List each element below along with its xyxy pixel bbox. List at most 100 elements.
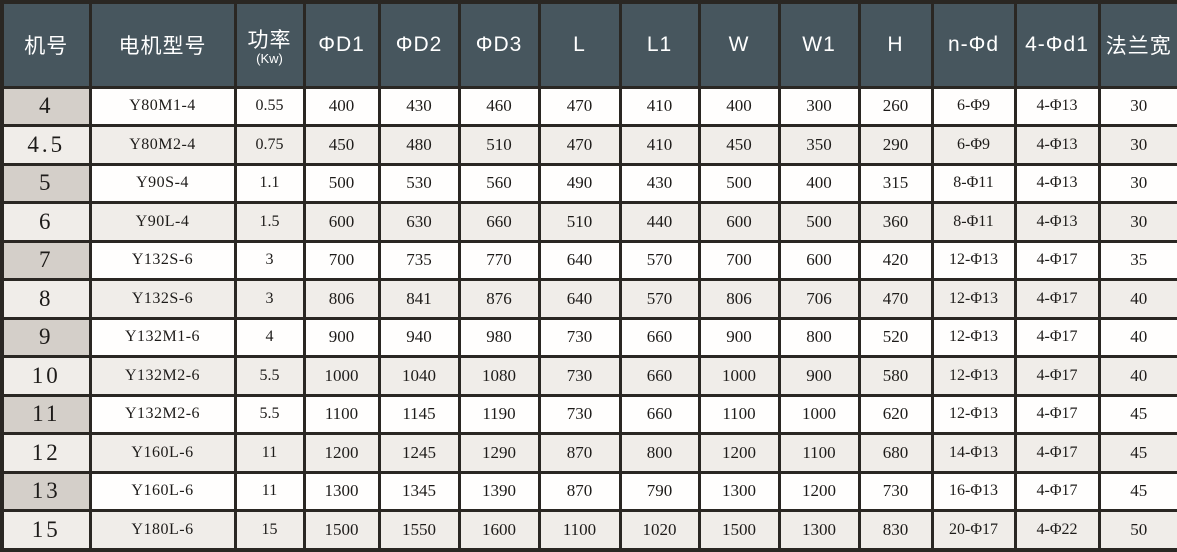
cell-motor-model: Y160L-6 [88, 432, 237, 474]
cell-phi-d3: 660 [457, 201, 541, 243]
cell-l1: 410 [618, 85, 701, 127]
header-row: 机号 电机型号 功率 (Kw) ΦD1 ΦD2 ΦD3 L L1 W W1 H … [0, 0, 1177, 89]
cell-machine-no: 12 [0, 432, 92, 474]
cell-n-phi-d: 12-Φ13 [930, 278, 1017, 320]
col-header-power-unit: (Kw) [256, 50, 283, 66]
cell-l1: 410 [618, 124, 701, 166]
cell-phi-d3: 1390 [457, 470, 541, 513]
table-row: 13 Y160L-6 11 1300 1345 1390 870 790 1300 120… [0, 470, 1177, 513]
cell-power: 0.75 [233, 124, 306, 166]
cell-n-phi-d: 8-Φ11 [930, 162, 1017, 205]
cell-w1: 300 [777, 85, 861, 127]
cell-w1: 500 [777, 201, 861, 243]
cell-h: 680 [857, 432, 934, 474]
cell-w: 500 [697, 162, 781, 205]
cell-w1: 1100 [777, 432, 861, 474]
cell-phi-d1: 900 [302, 316, 381, 359]
cell-flange-width: 30 [1097, 85, 1177, 127]
cell-phi-d3: 1190 [457, 393, 541, 436]
cell-4-phi-d1: 4-Φ13 [1013, 162, 1101, 205]
cell-phi-d2: 1345 [377, 470, 461, 513]
cell-l1: 430 [618, 162, 701, 205]
cell-machine-no: 10 [0, 355, 92, 397]
cell-l: 510 [537, 201, 622, 243]
cell-l1: 660 [618, 355, 701, 397]
cell-phi-d3: 460 [457, 85, 541, 127]
cell-h: 260 [857, 85, 934, 127]
col-header-motor-model: 电机型号 [88, 0, 237, 89]
cell-power: 1.5 [233, 201, 306, 243]
cell-phi-d2: 630 [377, 201, 461, 243]
cell-machine-no: 5 [0, 162, 92, 205]
cell-l1: 660 [618, 316, 701, 359]
cell-phi-d1: 500 [302, 162, 381, 205]
table-row: 6 Y90L-4 1.5 600 630 660 510 440 600 500 360 8… [0, 201, 1177, 243]
col-header-flange-width: 法兰宽 [1097, 0, 1177, 89]
cell-4-phi-d1: 4-Φ13 [1013, 201, 1101, 243]
table-row: 12 Y160L-6 11 1200 1245 1290 870 800 1200 110… [0, 432, 1177, 474]
col-header-4-phi-d1: 4-Φd1 [1013, 0, 1101, 89]
cell-motor-model: Y180L-6 [88, 509, 237, 552]
col-header-machine-no: 机号 [0, 0, 92, 89]
cell-h: 580 [857, 355, 934, 397]
cell-motor-model: Y132S-6 [88, 278, 237, 320]
cell-phi-d1: 1300 [302, 470, 381, 513]
cell-power: 0.55 [233, 85, 306, 127]
cell-w1: 350 [777, 124, 861, 166]
col-header-l: L [537, 0, 622, 89]
cell-power: 11 [233, 432, 306, 474]
table-row: 4 Y80M1-4 0.55 400 430 460 470 410 400 300 26… [0, 85, 1177, 127]
cell-h: 420 [857, 239, 934, 282]
col-header-w1: W1 [777, 0, 861, 89]
cell-w: 806 [697, 278, 781, 320]
cell-phi-d2: 1550 [377, 509, 461, 552]
col-header-phi-d3: ΦD3 [457, 0, 541, 89]
cell-w: 1300 [697, 470, 781, 513]
cell-w1: 800 [777, 316, 861, 359]
table-row: 11 Y132M2-6 5.5 1100 1145 1190 730 660 1100 1… [0, 393, 1177, 436]
cell-phi-d2: 530 [377, 162, 461, 205]
cell-power: 1.1 [233, 162, 306, 205]
cell-flange-width: 40 [1097, 278, 1177, 320]
cell-flange-width: 40 [1097, 316, 1177, 359]
cell-phi-d2: 1040 [377, 355, 461, 397]
cell-l: 730 [537, 316, 622, 359]
cell-w: 1200 [697, 432, 781, 474]
col-header-h: H [857, 0, 934, 89]
table-row: 4.5 Y80M2-4 0.75 450 480 510 470 410 450 350 … [0, 124, 1177, 166]
cell-motor-model: Y90L-4 [88, 201, 237, 243]
cell-phi-d2: 841 [377, 278, 461, 320]
cell-machine-no: 8 [0, 278, 92, 320]
cell-w: 400 [697, 85, 781, 127]
cell-w: 1100 [697, 393, 781, 436]
cell-machine-no: 6 [0, 201, 92, 243]
cell-w: 700 [697, 239, 781, 282]
cell-h: 290 [857, 124, 934, 166]
table-row: 9 Y132M1-6 4 900 940 980 730 660 900 800 520 1… [0, 316, 1177, 359]
cell-l: 640 [537, 278, 622, 320]
cell-flange-width: 40 [1097, 355, 1177, 397]
cell-phi-d2: 1145 [377, 393, 461, 436]
cell-l: 870 [537, 470, 622, 513]
cell-n-phi-d: 8-Φ11 [930, 201, 1017, 243]
col-header-l1: L1 [618, 0, 701, 89]
cell-4-phi-d1: 4-Φ17 [1013, 355, 1101, 397]
cell-l: 470 [537, 85, 622, 127]
cell-power: 11 [233, 470, 306, 513]
cell-motor-model: Y132M2-6 [88, 355, 237, 397]
table-row: 8 Y132S-6 3 806 841 876 640 570 806 706 470 12… [0, 278, 1177, 320]
cell-n-phi-d: 20-Φ17 [930, 509, 1017, 552]
cell-n-phi-d: 12-Φ13 [930, 393, 1017, 436]
cell-machine-no: 13 [0, 470, 92, 513]
cell-n-phi-d: 16-Φ13 [930, 470, 1017, 513]
cell-power: 15 [233, 509, 306, 552]
cell-machine-no: 4.5 [0, 124, 92, 166]
cell-l1: 440 [618, 201, 701, 243]
cell-phi-d1: 1100 [302, 393, 381, 436]
cell-motor-model: Y160L-6 [88, 470, 237, 513]
cell-phi-d3: 510 [457, 124, 541, 166]
cell-phi-d2: 430 [377, 85, 461, 127]
cell-motor-model: Y90S-4 [88, 162, 237, 205]
cell-h: 470 [857, 278, 934, 320]
